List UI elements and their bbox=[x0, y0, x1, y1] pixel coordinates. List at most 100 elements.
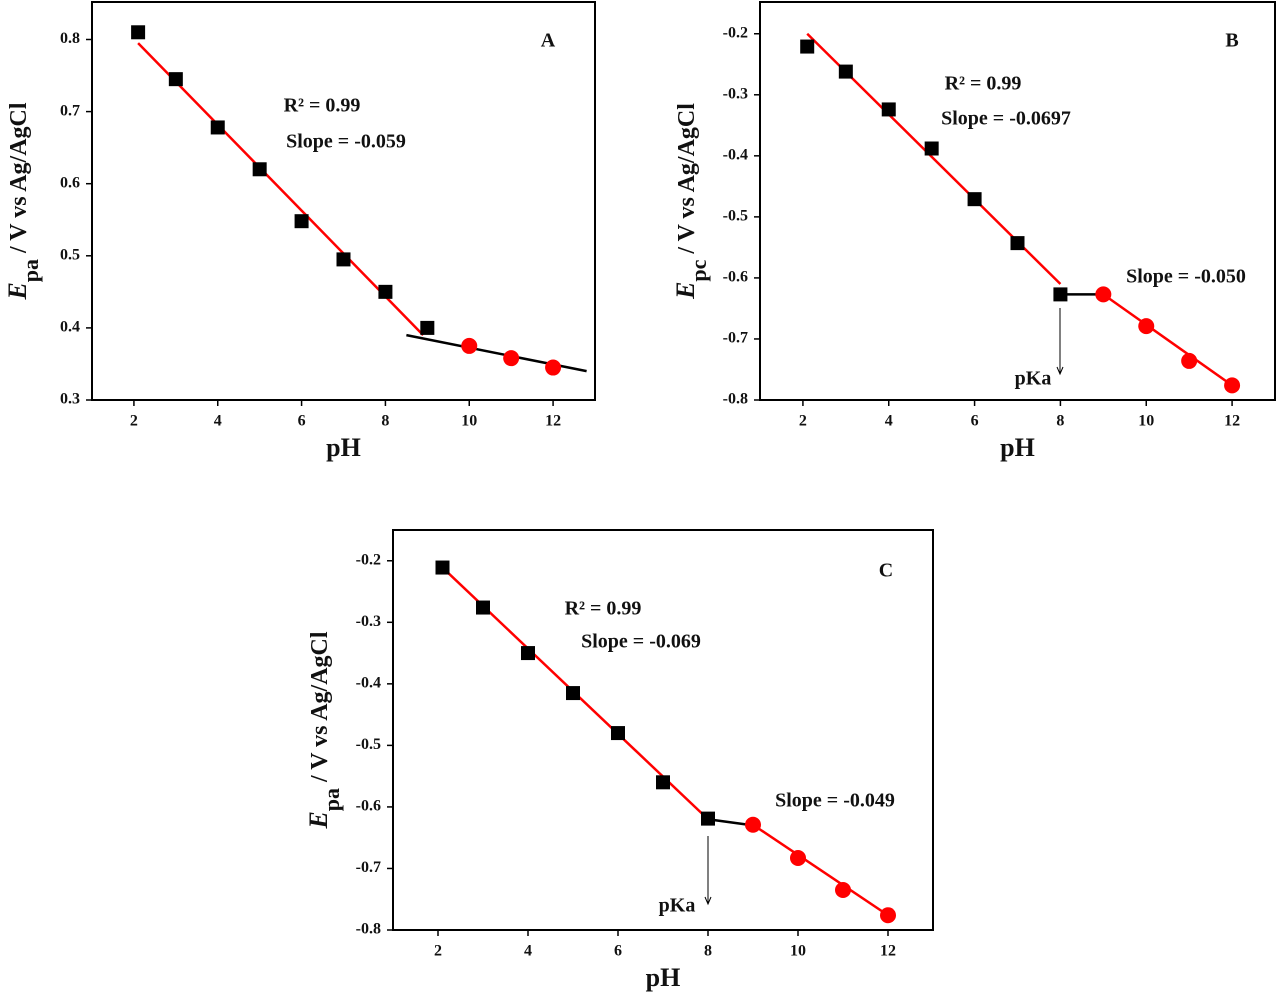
data-point bbox=[880, 907, 896, 924]
x-axis-label: pH bbox=[1000, 433, 1035, 462]
data-point bbox=[745, 816, 761, 833]
annotation: R² = 0.99 bbox=[945, 73, 1022, 95]
data-point bbox=[378, 284, 393, 299]
data-point bbox=[1095, 286, 1112, 303]
y-label-subscript: pa bbox=[18, 259, 43, 282]
y-label-subscript: pc bbox=[686, 259, 711, 281]
data-point bbox=[435, 560, 450, 575]
plot-frame bbox=[759, 1, 1276, 401]
y-label-subscript: pa bbox=[319, 788, 344, 811]
annotation: pKa bbox=[659, 895, 696, 917]
data-point bbox=[503, 350, 520, 367]
y-label-symbol: E bbox=[671, 282, 700, 300]
x-tick-label: 12 bbox=[880, 943, 896, 960]
plot-frame bbox=[91, 1, 596, 401]
y-tick-label: -0.6 bbox=[723, 269, 748, 286]
x-tick-label: 2 bbox=[799, 413, 807, 430]
x-tick-label: 10 bbox=[790, 943, 806, 960]
data-point bbox=[461, 337, 478, 354]
x-tick-label: 10 bbox=[461, 413, 477, 430]
x-axis-label: pH bbox=[326, 433, 361, 462]
annotation: Slope = -0.050 bbox=[1126, 266, 1246, 288]
x-tick-label: 4 bbox=[885, 413, 893, 430]
fit-line bbox=[752, 823, 889, 917]
data-point bbox=[210, 120, 225, 135]
data-point bbox=[881, 102, 896, 117]
x-tick-label: 10 bbox=[1138, 413, 1154, 430]
x-tick-label: 2 bbox=[130, 413, 138, 430]
y-tick-label: 0.8 bbox=[60, 30, 80, 47]
data-point bbox=[252, 162, 267, 177]
annotation: Slope = -0.049 bbox=[775, 790, 895, 812]
fit-line bbox=[1102, 293, 1233, 387]
y-tick-label: -0.3 bbox=[356, 613, 381, 630]
annotation: Slope = -0.069 bbox=[581, 631, 701, 653]
panel-label: A bbox=[541, 30, 556, 52]
y-label-text: / V vs Ag/AgCl bbox=[6, 102, 32, 259]
x-tick-label: 8 bbox=[704, 943, 712, 960]
data-point bbox=[566, 686, 580, 701]
y-axis-label: Epa / V vs Ag/AgCl bbox=[3, 102, 43, 300]
x-tick-label: 12 bbox=[545, 413, 561, 430]
y-axis-label: Epa / V vs Ag/AgCl bbox=[304, 631, 344, 829]
y-tick-label: 0.5 bbox=[60, 246, 80, 263]
data-point bbox=[656, 775, 670, 790]
arrow-head bbox=[1056, 366, 1064, 376]
y-tick-label: -0.7 bbox=[356, 859, 381, 876]
panel-label: C bbox=[879, 560, 893, 582]
y-tick-label: -0.7 bbox=[723, 330, 748, 347]
annotation: R² = 0.99 bbox=[284, 95, 361, 117]
x-tick-label: 6 bbox=[614, 943, 622, 960]
data-point bbox=[521, 646, 535, 661]
data-point bbox=[611, 726, 625, 741]
data-point bbox=[1010, 236, 1025, 251]
data-point bbox=[336, 252, 351, 267]
y-axis-label: Epc / V vs Ag/AgCl bbox=[671, 103, 711, 300]
x-tick-label: 4 bbox=[214, 413, 222, 430]
x-tick-label: 8 bbox=[1056, 413, 1064, 430]
annotation: pKa bbox=[1015, 368, 1052, 390]
y-tick-label: 0.4 bbox=[60, 319, 80, 336]
panel-label: B bbox=[1225, 30, 1238, 52]
x-tick-label: 6 bbox=[971, 413, 979, 430]
annotation: Slope = -0.059 bbox=[286, 131, 406, 153]
y-label-text: / V vs Ag/AgCl bbox=[307, 631, 333, 788]
data-point bbox=[545, 359, 562, 376]
y-tick-label: -0.5 bbox=[723, 208, 748, 225]
x-tick-label: 4 bbox=[524, 943, 532, 960]
y-tick-label: -0.2 bbox=[723, 24, 748, 41]
data-point bbox=[168, 72, 183, 87]
data-point bbox=[1138, 318, 1155, 335]
data-point bbox=[420, 320, 435, 335]
data-point bbox=[701, 811, 715, 826]
data-point bbox=[838, 64, 853, 79]
y-tick-label: 0.7 bbox=[60, 102, 80, 119]
data-point bbox=[790, 850, 806, 866]
y-tick-label: -0.6 bbox=[356, 798, 381, 815]
x-axis-label: pH bbox=[646, 963, 681, 992]
x-tick-label: 2 bbox=[434, 943, 442, 960]
data-point bbox=[1224, 377, 1241, 394]
y-label-symbol: E bbox=[3, 282, 32, 300]
y-tick-label: -0.2 bbox=[356, 551, 381, 568]
data-point bbox=[1053, 287, 1068, 302]
data-point bbox=[924, 141, 939, 156]
data-point bbox=[131, 25, 146, 40]
y-tick-label: 0.3 bbox=[60, 391, 80, 408]
arrow-head bbox=[704, 896, 712, 906]
plot-frame bbox=[392, 529, 934, 931]
y-tick-label: -0.4 bbox=[356, 675, 381, 692]
y-tick-label: -0.8 bbox=[356, 921, 381, 938]
annotation: Slope = -0.0697 bbox=[941, 108, 1071, 130]
x-tick-label: 12 bbox=[1224, 413, 1240, 430]
annotation: R² = 0.99 bbox=[565, 598, 642, 620]
data-point bbox=[1181, 352, 1198, 369]
y-tick-label: -0.8 bbox=[723, 391, 748, 408]
fit-line bbox=[137, 42, 425, 336]
data-point bbox=[835, 882, 851, 898]
x-tick-label: 6 bbox=[298, 413, 306, 430]
data-point bbox=[476, 600, 490, 615]
y-tick-label: -0.4 bbox=[723, 147, 748, 164]
y-tick-label: 0.6 bbox=[60, 174, 80, 191]
